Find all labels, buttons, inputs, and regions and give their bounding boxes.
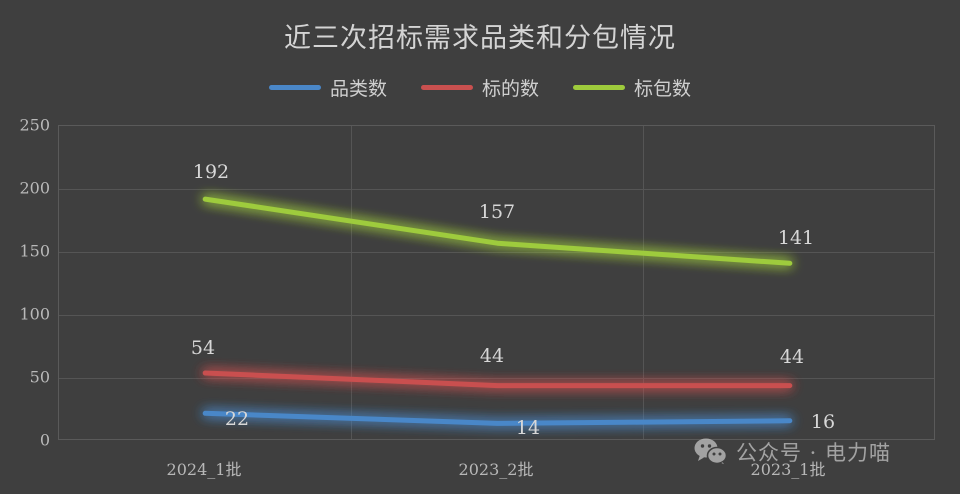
y-tick-0: 0 — [39, 430, 50, 450]
y-axis: 250 200 150 100 50 0 — [0, 116, 50, 450]
legend-item-biaobaoshu[interactable]: 标包数 — [573, 74, 691, 101]
line-biaobaoshu — [202, 196, 793, 266]
legend-label-biaobaoshu: 标包数 — [634, 78, 692, 100]
x-tick-2: 2023_1批 — [750, 460, 826, 479]
data-label-blue-0: 22 — [224, 408, 250, 430]
data-label-green-1: 157 — [478, 201, 516, 223]
gridline-vertical-1 — [351, 126, 352, 439]
chart-legend: 品类数 标的数 标包数 — [0, 74, 960, 101]
data-label-green-0: 192 — [192, 161, 230, 183]
gridline-vertical-2 — [643, 126, 644, 439]
legend-swatch-red — [420, 85, 473, 90]
series-lines — [202, 196, 793, 426]
y-tick-150: 150 — [19, 241, 50, 261]
x-tick-1: 2023_2批 — [458, 460, 534, 479]
y-tick-100: 100 — [19, 304, 50, 324]
y-tick-50: 50 — [29, 367, 50, 387]
gridline-100 — [59, 315, 934, 316]
data-label-red-0: 54 — [190, 337, 216, 359]
legend-label-biaodishu: 标的数 — [481, 78, 539, 100]
watermark-text: 公众号 · 电力喵 — [736, 441, 892, 465]
y-tick-250: 250 — [19, 115, 50, 135]
watermark: 公众号 · 电力喵 — [694, 437, 891, 467]
line-biaodishu — [202, 370, 793, 389]
legend-item-biaodishu[interactable]: 标的数 — [420, 74, 539, 101]
gridline-200 — [59, 189, 934, 190]
data-label-blue-2: 16 — [810, 411, 836, 433]
legend-swatch-green — [573, 85, 625, 90]
y-tick-200: 200 — [19, 178, 50, 198]
data-label-red-2: 44 — [779, 346, 805, 368]
x-axis: 2024_1批 2023_2批 2023_1批 — [58, 456, 935, 482]
x-tick-0: 2024_1批 — [166, 460, 242, 479]
data-label-red-1: 44 — [479, 345, 505, 367]
data-label-blue-1: 14 — [515, 417, 541, 439]
gridline-50 — [59, 378, 934, 379]
wechat-icon — [694, 438, 728, 466]
legend-label-pinleishu: 品类数 — [329, 78, 387, 100]
plot-area — [58, 125, 935, 440]
line-pinleishu — [202, 410, 793, 426]
data-label-green-2: 141 — [777, 227, 815, 249]
gridline-150 — [59, 252, 934, 253]
legend-swatch-blue — [268, 85, 321, 90]
legend-item-pinleishu[interactable]: 品类数 — [268, 74, 387, 101]
chart-title: 近三次招标需求品类和分包情况 — [284, 23, 676, 54]
